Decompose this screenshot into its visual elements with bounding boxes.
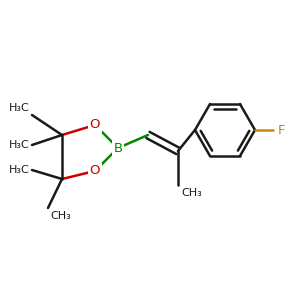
Text: H₃C: H₃C (9, 165, 30, 175)
Text: H₃C: H₃C (9, 140, 30, 150)
Text: CH₃: CH₃ (181, 188, 202, 198)
Text: CH₃: CH₃ (50, 211, 71, 221)
Text: O: O (90, 118, 100, 131)
Text: F: F (278, 124, 286, 136)
Text: H₃C: H₃C (9, 103, 30, 113)
Text: O: O (90, 164, 100, 178)
Text: B: B (113, 142, 123, 154)
